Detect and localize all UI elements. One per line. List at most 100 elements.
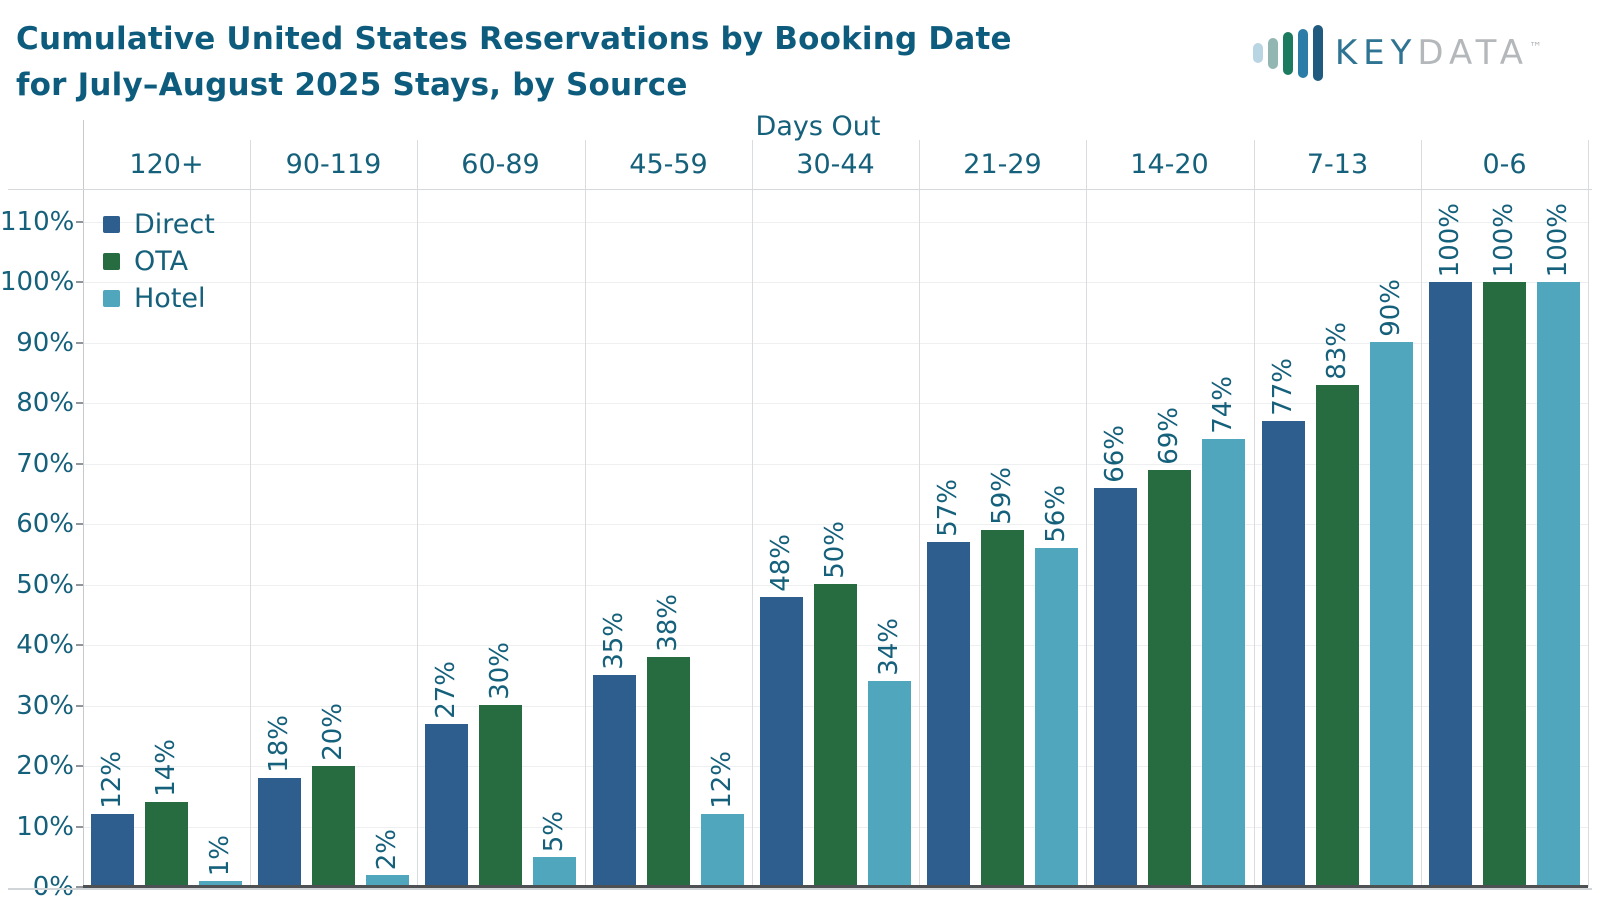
bar-group-14-20: 66% 69% 74% — [1087, 189, 1252, 887]
bar-ota-30-44 — [814, 584, 857, 887]
bar-hotel-45-59 — [701, 814, 744, 887]
chart-title: Cumulative United States Reservations by… — [16, 16, 1012, 108]
y-axis-tick — [76, 281, 83, 283]
category-separator — [585, 140, 586, 887]
legend-swatch-ota — [103, 253, 120, 270]
bar-direct-21-29 — [927, 542, 970, 887]
bar-direct-7-13 — [1262, 421, 1305, 887]
keydata-logo-text: KEYDATA™ — [1335, 33, 1542, 73]
bar-value-label: 1% — [205, 834, 236, 876]
bar-hotel-120+ — [199, 881, 242, 887]
bar-ota-120+ — [145, 802, 188, 887]
bar-slot: 48% — [760, 534, 803, 887]
legend-item-hotel: Hotel — [103, 280, 215, 317]
x-category-label-45-59: 45-59 — [629, 149, 708, 180]
bar-group-21-29: 57% 59% 56% — [920, 189, 1085, 887]
bar-value-label: 34% — [874, 618, 905, 676]
bar-slot: 20% — [312, 703, 355, 887]
bar-slot: 38% — [647, 594, 690, 887]
y-axis-tick — [76, 402, 83, 404]
bar-slot: 83% — [1316, 322, 1359, 887]
bar-value-label: 2% — [372, 828, 403, 870]
bar-slot: 100% — [1483, 203, 1526, 887]
logo-trademark: ™ — [1529, 40, 1542, 56]
bar-value-label: 83% — [1322, 322, 1353, 380]
y-axis-tick — [76, 463, 83, 465]
bar-hotel-60-89 — [533, 857, 576, 887]
chart-title-line1: Cumulative United States Reservations by… — [16, 21, 1012, 57]
y-axis-label: 90% — [16, 328, 74, 358]
legend-swatch-direct — [103, 216, 120, 233]
bar-slot: 50% — [814, 521, 857, 887]
bar-direct-45-59 — [593, 675, 636, 887]
bar-direct-90-119 — [258, 778, 301, 887]
bar-slot: 12% — [91, 751, 134, 887]
bar-group-45-59: 35% 38% 12% — [586, 189, 751, 887]
bar-hotel-90-119 — [366, 875, 409, 887]
bar-value-label: 50% — [820, 521, 851, 579]
category-separator — [1421, 140, 1422, 887]
bar-hotel-14-20 — [1202, 439, 1245, 887]
y-axis-tick — [76, 342, 83, 344]
bar-value-label: 69% — [1154, 407, 1185, 465]
bar-value-label: 20% — [318, 703, 349, 761]
bar-slot: 69% — [1148, 407, 1191, 887]
x-axis-baseline-shadow — [8, 888, 1592, 890]
bar-slot: 18% — [258, 715, 301, 887]
bar-ota-14-20 — [1148, 470, 1191, 887]
chart-title-line2: for July–August 2025 Stays, by Source — [16, 67, 688, 103]
bar-value-label: 90% — [1376, 279, 1407, 337]
bar-slot: 66% — [1094, 425, 1137, 887]
bar-value-label: 56% — [1041, 485, 1072, 543]
y-axis-label: 40% — [16, 630, 74, 660]
bar-value-label: 74% — [1208, 376, 1239, 434]
category-separator — [752, 140, 753, 887]
x-category-label-120+: 120+ — [129, 149, 204, 180]
legend-label-hotel: Hotel — [134, 283, 206, 314]
category-separator — [1086, 140, 1087, 887]
bar-group-90-119: 18% 20% 2% — [251, 189, 416, 887]
logo-text-data: DATA — [1417, 33, 1529, 73]
category-separator — [250, 140, 251, 887]
x-category-label-90-119: 90-119 — [285, 149, 382, 180]
y-axis-label: 30% — [16, 691, 74, 721]
y-axis-tick — [76, 886, 83, 888]
bar-direct-30-44 — [760, 597, 803, 887]
bar-slot: 100% — [1429, 203, 1472, 887]
legend-label-ota: OTA — [134, 246, 189, 277]
bar-value-label: 48% — [766, 534, 797, 592]
bar-slot: 27% — [425, 661, 468, 887]
keydata-logo-bars-icon — [1252, 25, 1323, 81]
legend-item-direct: Direct — [103, 206, 215, 243]
x-category-label-30-44: 30-44 — [796, 149, 875, 180]
bar-ota-0-6 — [1483, 282, 1526, 887]
plot-right-border — [1588, 140, 1589, 887]
y-axis-label: 100% — [0, 267, 75, 297]
bar-slot: 12% — [701, 751, 744, 887]
bar-slot: 100% — [1537, 203, 1580, 887]
bar-value-label: 35% — [599, 612, 630, 670]
bar-slot: 1% — [199, 835, 242, 887]
y-axis-tick — [76, 705, 83, 707]
gridline — [84, 403, 1588, 404]
y-axis-label: 50% — [16, 570, 74, 600]
category-separator — [1254, 140, 1255, 887]
chart-legend: Direct OTA Hotel — [103, 206, 215, 317]
x-category-label-14-20: 14-20 — [1130, 149, 1209, 180]
gridline — [84, 524, 1588, 525]
logo-bar-icon — [1312, 25, 1323, 81]
bar-value-label: 100% — [1489, 202, 1520, 277]
bar-direct-0-6 — [1429, 282, 1472, 887]
keydata-logo: KEYDATA™ — [1252, 22, 1542, 84]
x-category-label-21-29: 21-29 — [963, 149, 1042, 180]
bar-ota-60-89 — [479, 705, 522, 887]
bar-slot: 56% — [1035, 485, 1078, 887]
bar-slot: 57% — [927, 479, 970, 887]
x-category-label-0-6: 0-6 — [1482, 149, 1527, 180]
bar-slot: 90% — [1370, 279, 1413, 887]
gridline — [84, 222, 1588, 223]
y-axis-label: 80% — [16, 388, 74, 418]
bar-value-label: 5% — [539, 810, 570, 852]
y-axis-tick — [76, 221, 83, 223]
legend-item-ota: OTA — [103, 243, 215, 280]
